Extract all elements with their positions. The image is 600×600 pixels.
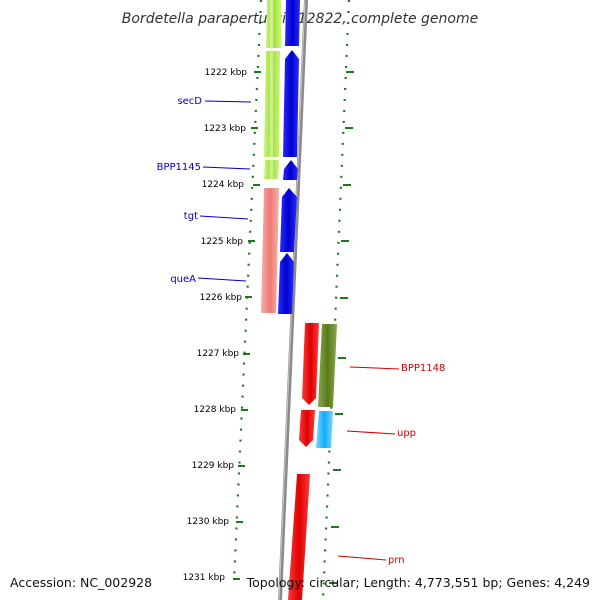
leader-queA: [197, 277, 247, 282]
cds-secD-arrow: [283, 50, 299, 157]
gene-tgt-queA-block: [261, 188, 279, 313]
gene-label-secD[interactable]: secD: [177, 96, 202, 107]
guide-dots: [232, 0, 351, 600]
accession-text: Accession: NC_002928: [10, 575, 153, 590]
gene-label-queA[interactable]: queA: [170, 274, 196, 285]
gene-leader-lines: [197, 100, 400, 561]
ruler-ticks: [233, 71, 354, 584]
genome-summary-text: Topology: circular; Length: 4,773,551 bp…: [246, 575, 590, 590]
cds-queA-arrow: [278, 253, 294, 314]
cds-upp-arrow: [299, 410, 315, 447]
ruler-labels: 1222 kbp 1223 kbp 1224 kbp 1225 kbp 1226…: [183, 68, 248, 583]
cds-tgt-arrow: [280, 188, 297, 252]
gene-label-prn[interactable]: prn: [388, 555, 405, 566]
ruler-label: 1231 kbp: [183, 573, 226, 583]
ruler-label: 1227 kbp: [197, 349, 240, 359]
ruler-label: 1229 kbp: [192, 461, 235, 471]
inner-dotted-guide: [232, 0, 263, 581]
ruler-label: 1225 kbp: [201, 237, 244, 247]
ruler-label: 1226 kbp: [200, 293, 243, 303]
gene-label-upp[interactable]: upp: [397, 428, 416, 439]
cds-prn-bar: [288, 474, 310, 600]
leader-BPP1145: [202, 166, 251, 170]
secD-highlight: [270, 0, 273, 179]
ruler-label: 1228 kbp: [194, 405, 237, 415]
gene-label-BPP1148[interactable]: BPP1148: [401, 363, 445, 374]
ruler-label: 1223 kbp: [204, 124, 247, 134]
gene-secD-block: [266, 0, 281, 48]
cds-top-blue: [285, 0, 300, 46]
leader-tgt: [199, 215, 249, 220]
leader-upp: [346, 430, 396, 435]
leader-secD: [204, 100, 252, 103]
gene-BPP1148-block: [318, 324, 337, 407]
backbone-line: [278, 0, 308, 600]
ruler-label: 1224 kbp: [202, 180, 245, 190]
leader-prn: [337, 555, 387, 561]
ruler-label: 1222 kbp: [205, 68, 248, 78]
cds-BPP1148-arrow: [302, 323, 319, 405]
gene-label-BPP1145[interactable]: BPP1145: [157, 162, 201, 173]
map-title: Bordetella parapertussis 12822, complete…: [122, 11, 478, 27]
leader-BPP1148: [349, 366, 400, 370]
gene-upp-block: [316, 411, 333, 448]
cds-BPP1145-arrow: [283, 160, 298, 180]
top-label-band: [262, 0, 302, 6]
gene-label-tgt[interactable]: tgt: [184, 211, 198, 222]
outer-dotted-guide: [321, 0, 351, 600]
gene-labels: secD BPP1145 tgt queA BPP1148 upp prn: [157, 96, 446, 566]
ruler-label: 1230 kbp: [187, 517, 230, 527]
